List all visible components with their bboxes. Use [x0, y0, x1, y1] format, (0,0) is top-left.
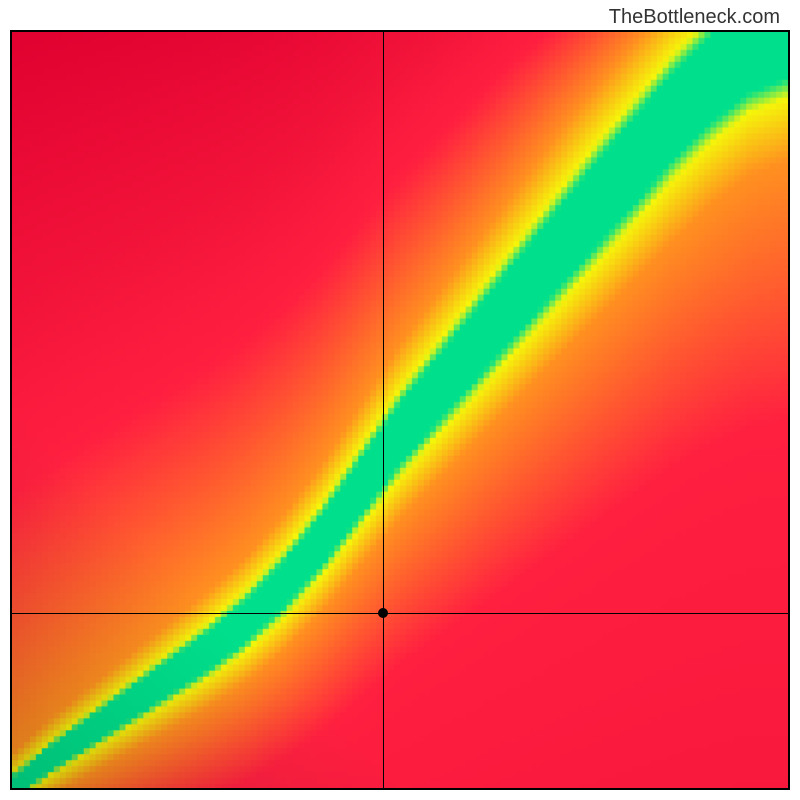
- heatmap-canvas: [12, 32, 788, 788]
- watermark-text: TheBottleneck.com: [609, 6, 780, 29]
- bottleneck-heatmap: [10, 30, 790, 790]
